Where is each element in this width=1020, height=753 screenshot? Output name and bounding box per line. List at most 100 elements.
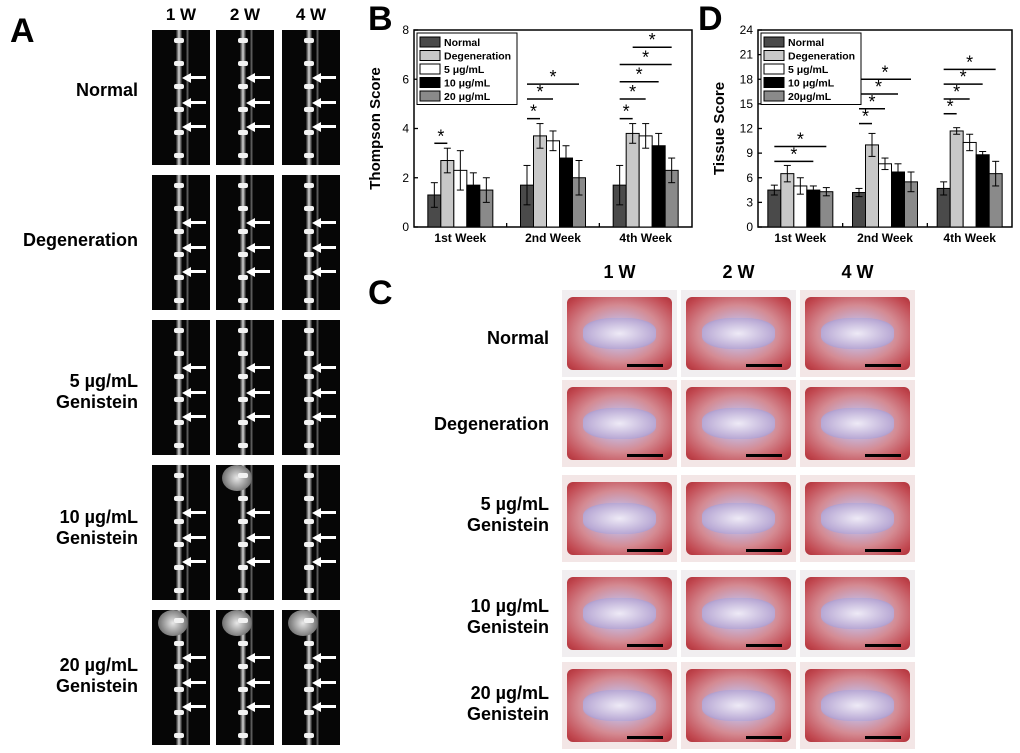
vertebral-disc-shape xyxy=(174,153,184,158)
vertebral-disc-shape xyxy=(304,420,314,425)
arrow-left-icon xyxy=(312,533,336,543)
arrow-left-icon xyxy=(312,653,336,663)
vertebral-disc-shape xyxy=(174,374,184,379)
thompson-score-chart: 0 2 4 6 8 Thompson Score 1st Week 2nd Week 4th W… xyxy=(367,23,693,245)
scale-bar xyxy=(865,644,901,647)
spinal-cord-shape xyxy=(185,610,189,745)
mri-image xyxy=(152,610,210,745)
spinal-cord-shape xyxy=(249,465,253,600)
tail-artifact-shape xyxy=(221,465,252,491)
tail-artifact-shape xyxy=(287,610,318,636)
spinal-cord-shape xyxy=(249,30,253,165)
spine-shape xyxy=(176,320,182,455)
significance-star: * xyxy=(953,82,960,102)
spinal-cord-shape xyxy=(315,465,319,600)
vertebral-disc-shape xyxy=(304,443,314,448)
y-tick-label: 6 xyxy=(402,72,409,86)
spinal-cord-shape xyxy=(315,320,319,455)
arrow-left-icon xyxy=(182,678,206,688)
vertebral-disc-shape xyxy=(238,206,248,211)
mri-row-label-line: Genistein xyxy=(55,392,138,412)
panel-label-c: C xyxy=(368,274,393,312)
vertebral-disc-shape xyxy=(238,252,248,257)
significance-star: * xyxy=(960,67,967,87)
vertebral-disc-shape xyxy=(304,107,314,112)
scale-bar xyxy=(746,549,782,552)
nucleus-pulposus-shape xyxy=(820,689,895,722)
vertebral-disc-shape xyxy=(174,473,184,478)
vertebral-disc-shape xyxy=(304,252,314,257)
bar xyxy=(962,141,977,228)
histology-image xyxy=(800,662,915,749)
arrow-left-icon xyxy=(312,98,336,108)
vertebral-disc-shape xyxy=(174,443,184,448)
nucleus-pulposus-shape xyxy=(701,597,776,630)
arrow-left-icon xyxy=(312,267,336,277)
vertebral-disc-shape xyxy=(238,275,248,280)
vertebral-disc-shape xyxy=(304,496,314,501)
vertebral-disc-shape xyxy=(304,275,314,280)
histology-row-label-line: Genistein xyxy=(466,617,549,637)
histology-image xyxy=(681,380,796,467)
vertebral-disc-shape xyxy=(174,351,184,356)
mri-image xyxy=(282,610,340,745)
vertebral-disc-shape xyxy=(174,107,184,112)
spine-shape xyxy=(240,610,246,745)
spine-shape xyxy=(240,320,246,455)
legend-entry: 10 μg/mL xyxy=(444,78,491,90)
vertebral-disc-shape xyxy=(174,420,184,425)
bar xyxy=(819,191,834,228)
arrow-left-icon xyxy=(182,267,206,277)
histology-image xyxy=(562,662,677,749)
mri-row-label-line: Genistein xyxy=(55,528,138,548)
vertebral-disc-shape xyxy=(304,641,314,646)
significance-star: * xyxy=(629,82,636,102)
histology-image xyxy=(562,380,677,467)
histology-row-label: Normal xyxy=(487,328,549,349)
scale-bar xyxy=(865,549,901,552)
arrow-left-icon xyxy=(182,702,206,712)
vertebral-disc-shape xyxy=(238,733,248,738)
spine-shape xyxy=(176,610,182,745)
vertebral-disc-shape xyxy=(238,153,248,158)
scale-bar xyxy=(627,454,663,457)
y-tick-label: 0 xyxy=(402,220,409,234)
vertebral-disc-shape xyxy=(174,84,184,89)
mri-row-label: 10 µg/mL Genistein xyxy=(56,507,138,549)
spine-shape xyxy=(240,465,246,600)
arrow-left-icon xyxy=(246,653,270,663)
panel-label-a: A xyxy=(10,12,35,50)
mri-image xyxy=(152,30,210,165)
vertebral-disc-shape xyxy=(304,588,314,593)
histology-image xyxy=(681,662,796,749)
vertebral-disc-shape xyxy=(304,153,314,158)
mri-image xyxy=(152,175,210,310)
arrow-left-icon xyxy=(246,557,270,567)
histology-image xyxy=(800,380,915,467)
nucleus-pulposus-shape xyxy=(820,502,895,535)
histology-row-label-line: 20 µg/mL xyxy=(470,683,549,703)
vertebral-disc-shape xyxy=(304,473,314,478)
bar xyxy=(878,163,892,228)
spine-shape xyxy=(176,465,182,600)
vertebral-disc-shape xyxy=(238,298,248,303)
vertebral-disc-shape xyxy=(174,664,184,669)
arrow-left-icon xyxy=(182,508,206,518)
significance-star: * xyxy=(636,65,643,85)
arrow-left-icon xyxy=(182,122,206,132)
nucleus-pulposus-shape xyxy=(820,407,895,440)
x-category-label: 2nd Week xyxy=(525,231,581,245)
arrow-left-icon xyxy=(246,533,270,543)
scale-bar xyxy=(627,644,663,647)
vertebral-disc-shape xyxy=(238,496,248,501)
arrow-left-icon xyxy=(246,243,270,253)
mri-image xyxy=(282,175,340,310)
histology-row-label-line: Normal xyxy=(486,327,549,348)
nucleus-pulposus-shape xyxy=(701,502,776,535)
vertebral-disc-shape xyxy=(174,588,184,593)
vertebral-disc-shape xyxy=(174,687,184,692)
vertebral-disc-shape xyxy=(238,229,248,234)
significance-star: * xyxy=(536,82,543,102)
legend-swatch xyxy=(763,90,785,102)
panel-label-d: D xyxy=(698,0,723,38)
